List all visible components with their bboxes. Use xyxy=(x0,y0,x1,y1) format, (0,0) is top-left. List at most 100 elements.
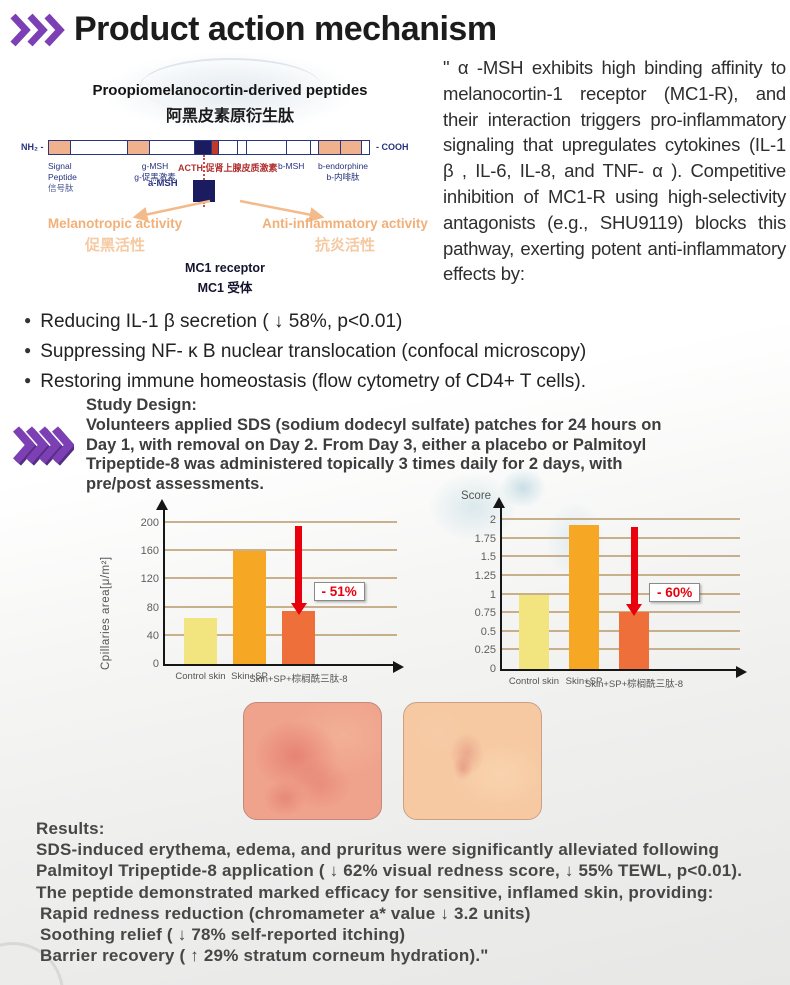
peptide-bar-segment xyxy=(195,141,212,154)
chart-gridline xyxy=(165,577,397,580)
y-axis-tick-label: 0 xyxy=(489,663,496,675)
amsh-label: a-MSH xyxy=(148,178,178,189)
capillaries-area-bar-chart: Cpillaries area[μ/m²] 0 40 80 120 160 200 Cont… xyxy=(86,496,416,701)
peptide-bar-segment xyxy=(362,141,369,154)
y-axis-arrow-icon xyxy=(156,493,168,510)
results-point: Rapid redness reduction (chromameter a* … xyxy=(40,903,531,923)
watercolor-leaf-decoration xyxy=(500,468,546,508)
peptide-bar xyxy=(48,140,370,155)
decrease-arrow-icon xyxy=(290,526,307,616)
chart-gridline xyxy=(165,549,397,552)
anti-inflammatory-activity-label: Anti-inflammatory activity 抗炎活性 xyxy=(262,216,428,254)
y-axis-tick-label: 2 xyxy=(489,514,496,526)
y-axis-tick-label: 200 xyxy=(140,517,159,529)
y-axis-tick-label: 120 xyxy=(140,573,159,586)
cooh-terminus-label: - COOH xyxy=(376,142,409,152)
chart-bar xyxy=(282,611,315,664)
skin-patch-after-image xyxy=(403,702,542,820)
results-point: Soothing relief ( ↓ 78% self-reported it… xyxy=(40,925,406,945)
bendorphine-label: b-endorphine b-内啡肽 xyxy=(317,161,369,182)
peptide-bar-segment xyxy=(341,141,363,154)
x-axis-label: Skin+SP+棕榈酰三肽-8 xyxy=(249,674,348,685)
peptide-bar-segment xyxy=(128,141,151,154)
y-axis-tick-label: 80 xyxy=(146,601,159,614)
percent-change-badge: - 60% xyxy=(649,583,701,603)
peptide-bar-segment xyxy=(211,141,219,154)
peptide-bar-segment xyxy=(70,141,129,154)
branch-arrows-icon xyxy=(132,199,325,222)
x-axis-label: Control skin xyxy=(508,676,560,687)
bullet-dot: ● xyxy=(24,343,32,357)
peptide-bar-segment xyxy=(286,141,312,154)
peptide-diagram: Proopiomelanocortin-derived peptides 阿黑皮… xyxy=(20,58,440,310)
chart-bar xyxy=(233,551,266,664)
results-point: Barrier recovery ( ↑ 29% stratum corneum… xyxy=(40,946,489,966)
chart-gridline xyxy=(502,573,740,576)
x-axis-label: Skin+SP+棕榈酰三肽-8 xyxy=(584,679,684,690)
y-axis-tick-label: 40 xyxy=(146,629,159,642)
skin-patch-before-image xyxy=(243,702,382,820)
bullet-item: ● Restoring immune homeostasis (flow cyto… xyxy=(24,371,586,392)
quad-chevron-icon xyxy=(12,426,74,466)
study-design-block: Study Design: Volunteers applied SDS (so… xyxy=(86,396,664,495)
chart-bar xyxy=(619,612,649,669)
bullet-dot: ● xyxy=(24,373,32,387)
diagram-title-en: Proopiomelanocortin-derived peptides xyxy=(92,82,368,99)
y-axis-tick-label: 0.5 xyxy=(480,625,496,638)
y-axis-tick-label: 0.75 xyxy=(474,607,496,620)
y-axis-tick-label: 0.25 xyxy=(474,644,496,657)
results-heading: Results: xyxy=(36,819,105,838)
y-axis-tick-label: 1.5 xyxy=(480,551,496,564)
benefit-bullet-list: ● Reducing IL-1 β secretion ( ↓ 58%, p<0.… xyxy=(24,306,586,396)
chart-gridline xyxy=(165,521,397,523)
nh2-terminus-label: NH₂ - xyxy=(21,142,44,152)
chart-gridline xyxy=(502,555,740,558)
score-bar-chart: Score 0 0.25 0.5 0.75 1 1.25 1.5 1.75 2 Control s… xyxy=(443,490,778,702)
bullet-dot: ● xyxy=(24,313,32,327)
y-axis-tick-label: 1.25 xyxy=(474,569,496,582)
peptide-bar-segment xyxy=(218,141,238,154)
y-axis-label: Score xyxy=(461,490,492,502)
peptide-bar-segment xyxy=(311,141,320,154)
results-block: Results: SDS-induced erythema, edema, an… xyxy=(36,818,762,966)
study-design-body: Volunteers applied SDS (sodium dodecyl s… xyxy=(86,415,662,494)
x-axis-label: Control skin xyxy=(175,671,226,682)
peptide-bar-segment xyxy=(150,141,196,154)
y-axis-tick-label: 1.75 xyxy=(474,532,496,545)
diagram-title-zh: 阿黑皮素原衍生肽 xyxy=(165,108,294,125)
chart-plot-area: 0 0.25 0.5 0.75 1 1.25 1.5 1.75 2 Control skin Ski… xyxy=(475,497,747,690)
percent-change-badge: - 51% xyxy=(313,582,365,602)
gmsh-label: g-MSH g-促黑激素 xyxy=(134,161,176,182)
peptide-bar-segment xyxy=(237,141,247,154)
peptide-bar-segment xyxy=(246,141,287,154)
chart-bar xyxy=(569,525,599,669)
mc1-receptor-label: MC1 receptor MC1 受体 xyxy=(185,261,265,295)
peptide-bar-segment xyxy=(319,141,342,154)
study-design-heading: Study Design: xyxy=(86,396,197,414)
water-ring-watermark xyxy=(140,58,321,114)
chart-gridline xyxy=(165,605,397,608)
decrease-arrow-icon xyxy=(626,527,642,617)
page-title: Product action mechanism xyxy=(74,10,497,48)
chart-bar xyxy=(519,594,549,669)
bullet-item: ● Suppressing NF- κ B nuclear translocati… xyxy=(24,341,587,362)
signal-peptide-label: Signal Peptide 信号肽 xyxy=(48,161,77,193)
y-axis-label: Cpillaries area[μ/m²] xyxy=(100,556,112,670)
x-axis-label: Skin+SP xyxy=(231,671,268,682)
y-axis-tick-label: 160 xyxy=(140,545,159,558)
acth-label: ACTH 促肾上腺皮质激素 xyxy=(178,163,278,173)
bullet-item: ● Reducing IL-1 β secretion ( ↓ 58%, p<0.… xyxy=(24,311,403,332)
chart-gridline xyxy=(502,592,740,595)
y-axis-arrow-icon xyxy=(493,491,505,508)
x-axis-arrow-icon xyxy=(736,666,753,678)
x-axis-label: Skin+SP xyxy=(565,676,603,687)
chart-gridline xyxy=(502,611,740,614)
chart-gridline xyxy=(502,536,740,539)
chart-bar xyxy=(184,618,217,664)
y-axis-tick-label: 0 xyxy=(152,658,159,670)
peptide-bar-segment xyxy=(49,141,71,154)
chart-plot-area: 0 40 80 120 160 200 Control skin Skin+SP Skin+SP… xyxy=(141,499,404,685)
triple-chevron-icon xyxy=(10,13,65,46)
page-header: Product action mechanism xyxy=(8,10,497,49)
